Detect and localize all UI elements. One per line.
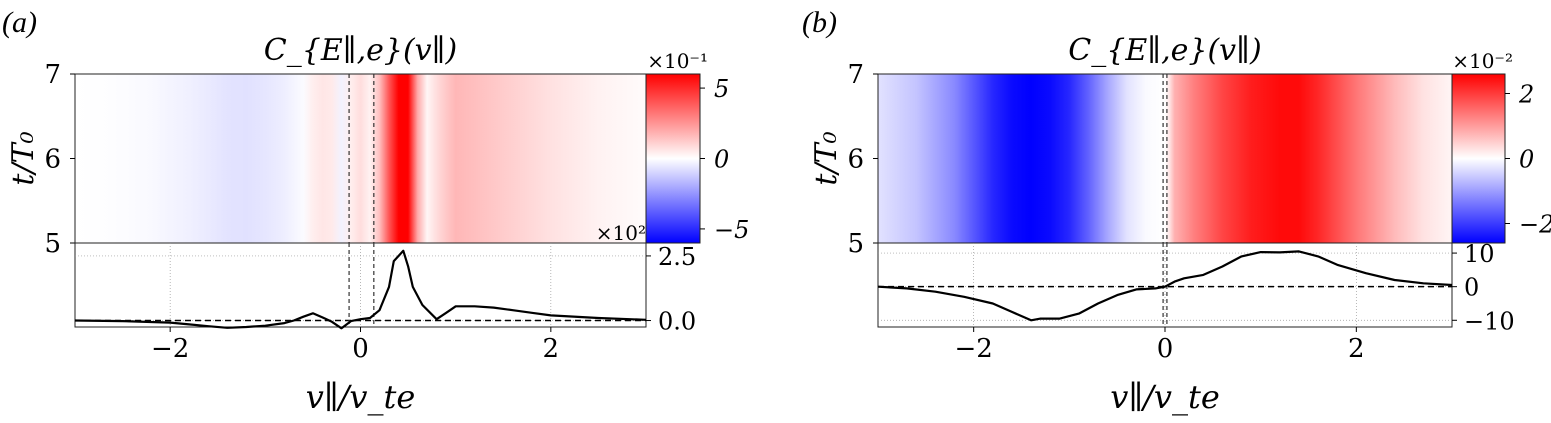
xtick-label-a: −2 [151, 334, 189, 364]
heat-ytick-label-b: 7 [847, 60, 864, 90]
series-line-b [877, 250, 1453, 322]
heat-ytick-label-a: 6 [44, 145, 61, 175]
y-axis-label-a: t/T₀ [6, 131, 41, 185]
heat-ytick-label-b: 5 [847, 229, 864, 259]
line-ytick-label-a: 2.5 [658, 243, 696, 271]
x-axis-label-b: v∥/v_te [1110, 378, 1220, 416]
xtick-label-b: 2 [1348, 334, 1365, 364]
xtick-label-b: −2 [955, 334, 993, 364]
x-axis-label-a: v∥/v_te [306, 378, 416, 416]
line-ytick-label-b: 0 [1464, 274, 1479, 302]
y-axis-label-b: t/T₀ [809, 131, 844, 185]
colorbar-a [645, 73, 701, 244]
heat-ytick-label-a: 5 [44, 229, 61, 259]
colorbar-scale-a: ×10⁻¹ [647, 49, 708, 73]
panel-label-a: (a) [2, 6, 37, 39]
colorbar-tick-label-b: −2 [1519, 211, 1551, 239]
heatmap-b [878, 74, 1452, 243]
colorbar-tick-label-a: 5 [714, 75, 729, 103]
xtick-label-a: 2 [543, 334, 560, 364]
series-line-a [74, 249, 647, 330]
line-scale-a: ×10² [596, 221, 646, 245]
colorbar-b [1451, 73, 1506, 244]
colorbar-scale-b: ×10⁻² [1452, 49, 1513, 73]
line-ytick-label-a: 0.0 [658, 308, 696, 336]
colorbar-tick-label-b: 0 [1519, 146, 1534, 174]
heatmap-a [75, 74, 646, 243]
xtick-label-a: 0 [352, 334, 369, 364]
heat-ytick-label-b: 6 [847, 145, 864, 175]
colorbar-tick-label-a: −5 [714, 216, 749, 244]
line-ytick-label-b: 10 [1464, 240, 1495, 268]
line-ytick-label-b: −10 [1464, 307, 1515, 335]
colorbar-tick-label-a: 0 [714, 146, 729, 174]
colorbar-tick-label-b: 2 [1518, 81, 1534, 109]
panel-label-b: (b) [802, 6, 837, 39]
chart-title-a: C_{E∥,e}(v∥) [264, 33, 457, 68]
xtick-label-b: 0 [1157, 334, 1174, 364]
chart-title-b: C_{E∥,e}(v∥) [1068, 33, 1261, 68]
heat-ytick-label-a: 7 [44, 60, 61, 90]
